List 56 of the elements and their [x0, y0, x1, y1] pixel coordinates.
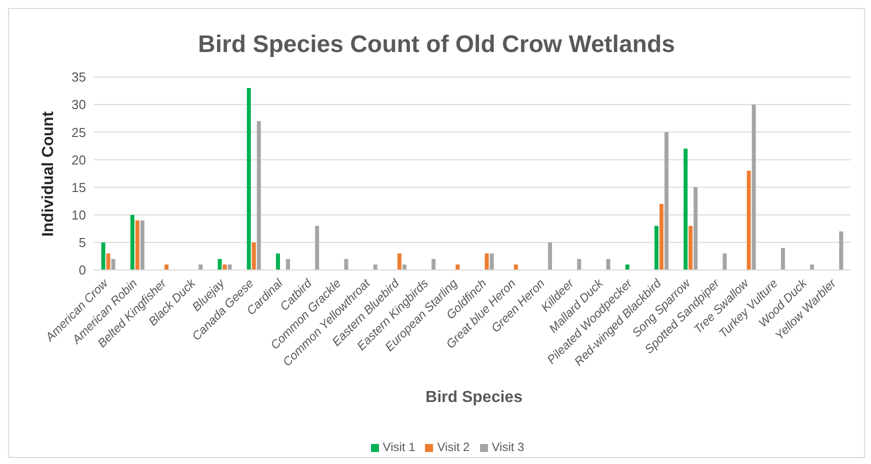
- bar: [722, 253, 727, 270]
- bar: [344, 258, 348, 270]
- y-axis-title: Individual Count: [40, 111, 58, 237]
- bar: [106, 253, 110, 270]
- bar: [286, 258, 290, 270]
- bar: [397, 253, 402, 270]
- y-tick-label: 5: [78, 235, 86, 250]
- bar: [246, 88, 251, 270]
- bar: [746, 170, 751, 270]
- y-tick-label: 25: [72, 124, 86, 140]
- bar: [659, 204, 664, 270]
- y-tick-label: 35: [72, 70, 86, 85]
- bar: [222, 264, 227, 270]
- bar: [752, 104, 756, 270]
- bar: [111, 258, 116, 270]
- bar: [548, 242, 552, 270]
- bar: [402, 264, 406, 270]
- y-tick-label: 10: [72, 207, 86, 222]
- bar: [514, 264, 518, 270]
- y-tick-label: 30: [72, 97, 86, 112]
- bar: [688, 226, 693, 270]
- y-tick-label: 0: [78, 262, 86, 278]
- bar: [218, 258, 222, 270]
- bar: [606, 258, 610, 270]
- bar: [664, 132, 668, 270]
- bar: [252, 242, 256, 270]
- bar: [130, 214, 134, 270]
- bar: [654, 226, 658, 270]
- bar: [164, 264, 169, 270]
- bar: [198, 264, 203, 270]
- bar: [101, 242, 106, 270]
- bar: [135, 220, 140, 270]
- legend-label: Visit 2: [437, 440, 470, 454]
- bar: [276, 253, 280, 270]
- bar: [140, 220, 144, 270]
- bar: [432, 258, 436, 270]
- bar: [839, 231, 844, 270]
- y-tick-label: 15: [72, 180, 86, 195]
- bar: [684, 148, 688, 270]
- y-tick-label: 20: [72, 152, 86, 168]
- legend-label: Visit 1: [382, 440, 416, 454]
- bar: [810, 264, 814, 270]
- bar: [694, 187, 698, 270]
- bar: [577, 258, 582, 270]
- bar: [780, 248, 785, 270]
- x-axis-title: Bird Species: [424, 389, 524, 407]
- bar: [456, 264, 460, 270]
- chart-title: Bird Species Count of Old Crow Wetlands: [197, 31, 676, 59]
- legend-label: Visit 3: [492, 440, 524, 454]
- bar: [256, 121, 261, 270]
- bar: [490, 253, 494, 270]
- bar: [484, 253, 489, 270]
- bar: [228, 264, 232, 270]
- bar: [315, 226, 320, 270]
- bar: [625, 264, 630, 270]
- bar: [373, 264, 378, 270]
